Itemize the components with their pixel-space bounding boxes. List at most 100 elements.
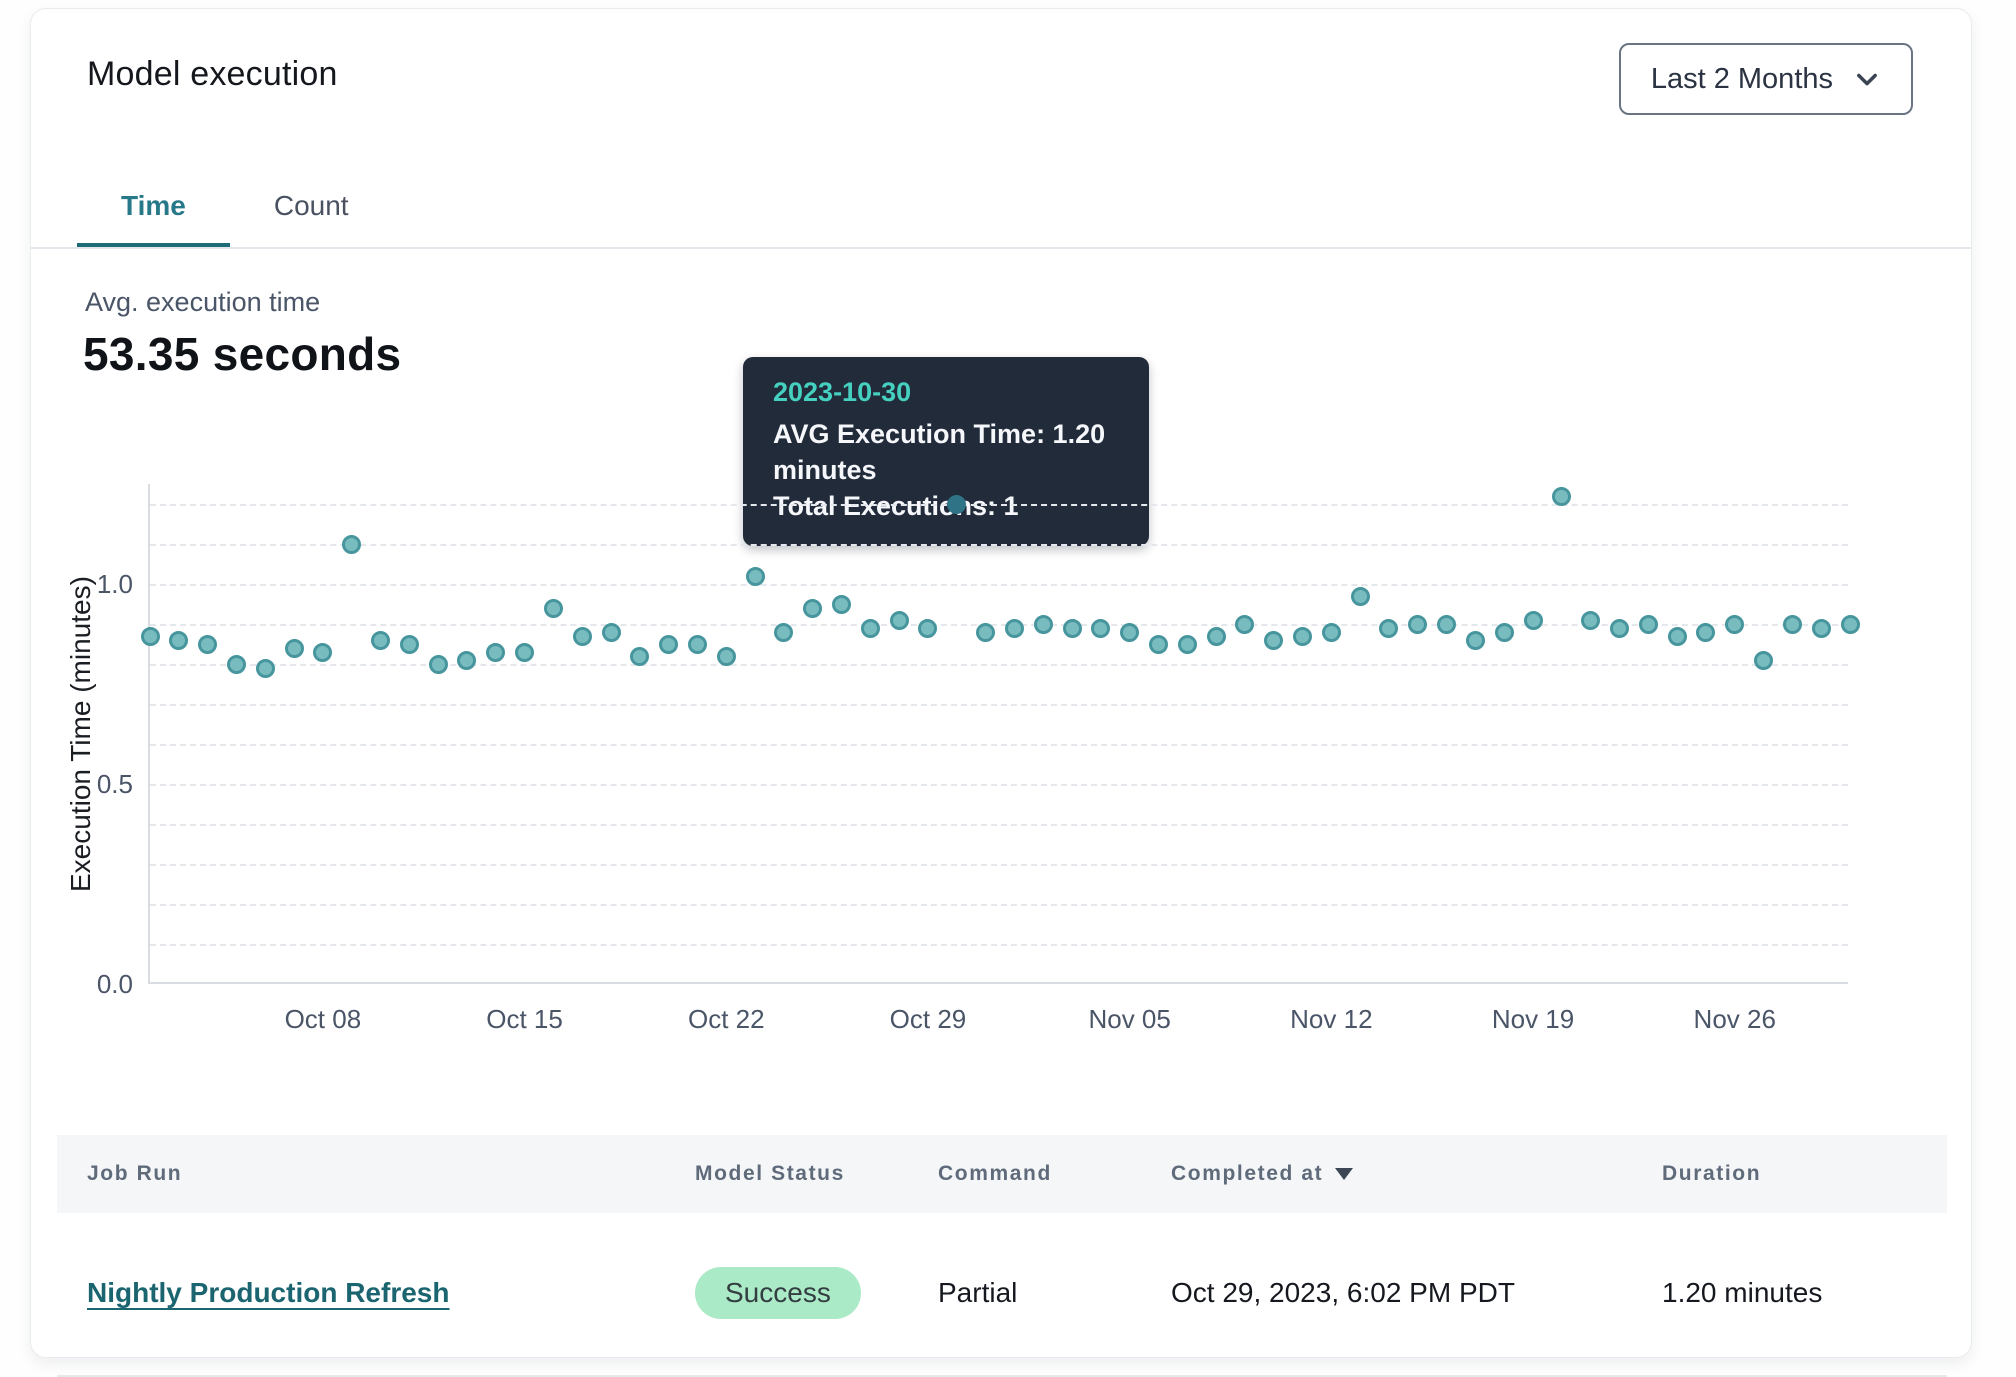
data-point[interactable] [630, 646, 650, 666]
date-range-dropdown[interactable]: Last 2 Months [1618, 43, 1913, 115]
data-point[interactable] [1523, 610, 1543, 630]
data-point[interactable] [774, 622, 794, 642]
data-point[interactable] [1004, 618, 1024, 638]
data-point[interactable] [140, 626, 160, 646]
data-point[interactable] [371, 630, 390, 650]
column-header-duration[interactable]: Duration [1662, 1162, 1762, 1185]
gridline [150, 704, 1848, 706]
tooltip-avg-time: AVG Execution Time: 1.20 minutes [773, 419, 1106, 485]
data-point[interactable] [169, 630, 189, 650]
data-point[interactable] [1148, 634, 1168, 654]
column-header-command[interactable]: Command [938, 1162, 1052, 1185]
data-point[interactable] [1437, 614, 1457, 634]
data-point[interactable] [198, 634, 218, 654]
data-point[interactable] [1465, 630, 1485, 650]
x-tick-label: Nov 05 [1088, 1004, 1171, 1034]
gridline [150, 824, 1848, 826]
data-point[interactable] [1033, 614, 1053, 634]
data-point[interactable] [687, 634, 707, 654]
data-point[interactable] [1177, 634, 1197, 654]
data-point[interactable] [1667, 626, 1687, 646]
job-run-link[interactable]: Nightly Production Refresh [87, 1277, 450, 1308]
data-point[interactable] [1725, 614, 1745, 634]
y-tick-label: 1.0 [96, 569, 133, 599]
data-point[interactable] [1293, 626, 1313, 646]
data-point[interactable] [1494, 622, 1514, 642]
job-runs-table: Job Run Model Status Command Completed a… [57, 1135, 1947, 1377]
sort-desc-icon [1335, 1168, 1354, 1180]
data-point[interactable] [601, 622, 621, 642]
date-range-value: Last 2 Months [1650, 62, 1833, 95]
data-point[interactable] [832, 594, 852, 614]
chart-tooltip: 2023-10-30 AVG Execution Time: 1.20 minu… [743, 357, 1149, 546]
x-tick-label: Oct 22 [687, 1004, 765, 1034]
command-cell: Partial [938, 1277, 1018, 1308]
data-point[interactable] [1235, 614, 1255, 634]
data-point-highlighted[interactable] [947, 494, 967, 514]
data-point[interactable] [457, 650, 477, 670]
data-point[interactable] [1321, 622, 1341, 642]
data-point[interactable] [918, 618, 938, 638]
data-point[interactable] [284, 638, 304, 658]
data-point[interactable] [1754, 650, 1774, 670]
data-point[interactable] [745, 566, 765, 586]
data-point[interactable] [1581, 610, 1601, 630]
x-tick-label: Oct 29 [889, 1004, 967, 1034]
data-point[interactable] [716, 646, 736, 666]
gridline [150, 584, 1848, 586]
data-point[interactable] [399, 634, 419, 654]
x-tick-label: Nov 19 [1491, 1004, 1575, 1034]
data-point[interactable] [889, 610, 909, 630]
x-tick-label: Oct 08 [284, 1004, 362, 1034]
column-header-completed-at[interactable]: Completed at [1171, 1162, 1662, 1186]
data-point[interactable] [543, 598, 563, 618]
table-header-row: Job Run Model Status Command Completed a… [57, 1135, 1947, 1213]
data-point[interactable] [1782, 614, 1802, 634]
data-point[interactable] [976, 622, 996, 642]
gridline [150, 944, 1848, 946]
tab-count[interactable]: Count [273, 190, 349, 221]
status-badge: Success [695, 1267, 861, 1319]
metric-label: Avg. execution time [85, 287, 321, 317]
y-tick-label: 0.0 [96, 969, 133, 999]
duration-cell: 1.20 minutes [1662, 1277, 1823, 1308]
data-point[interactable] [1379, 618, 1399, 638]
scatter-plot: 0.0 0.5 1.0 Oct 08 Oct 15 Oct 22 Oct 29 Nov 05 N… [97, 484, 1860, 1034]
data-point[interactable] [1264, 630, 1284, 650]
data-point[interactable] [1091, 618, 1111, 638]
page-title: Model execution [87, 55, 338, 93]
data-point[interactable] [803, 598, 823, 618]
column-header-job-run[interactable]: Job Run [87, 1162, 183, 1185]
data-point[interactable] [1811, 618, 1831, 638]
data-point[interactable] [515, 642, 535, 662]
data-point[interactable] [1840, 614, 1860, 634]
data-point[interactable] [1062, 618, 1082, 638]
data-point[interactable] [486, 642, 506, 662]
column-header-model-status[interactable]: Model Status [695, 1162, 845, 1185]
data-point[interactable] [1638, 614, 1658, 634]
chevron-down-icon [1857, 73, 1877, 86]
tooltip-date: 2023-10-30 [773, 377, 912, 407]
data-point[interactable] [342, 534, 362, 554]
data-point[interactable] [428, 654, 448, 674]
data-point[interactable] [572, 626, 592, 646]
data-point[interactable] [860, 618, 880, 638]
tooltip-total-executions: Total Executions: 1 [773, 491, 1019, 521]
gridline [150, 544, 1848, 546]
data-point[interactable] [1206, 626, 1226, 646]
data-point[interactable] [1408, 614, 1428, 634]
completed-at-cell: Oct 29, 2023, 6:02 PM PDT [1171, 1277, 1515, 1308]
tab-time[interactable]: Time [77, 169, 230, 247]
data-point[interactable] [1696, 622, 1716, 642]
data-point[interactable] [659, 634, 679, 654]
data-point[interactable] [255, 658, 275, 678]
data-point[interactable] [226, 654, 246, 674]
tab-bar: Time Count [31, 169, 1971, 249]
data-point[interactable] [1552, 486, 1572, 506]
data-point[interactable] [1120, 622, 1140, 642]
data-point[interactable] [1350, 586, 1370, 606]
y-tick-label: 0.5 [96, 769, 133, 799]
x-tick-label: Oct 15 [486, 1004, 563, 1034]
data-point[interactable] [1609, 618, 1629, 638]
data-point[interactable] [313, 642, 333, 662]
